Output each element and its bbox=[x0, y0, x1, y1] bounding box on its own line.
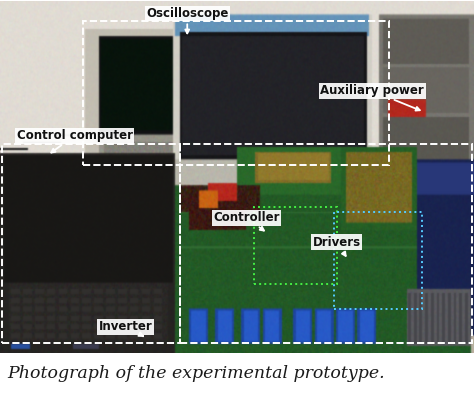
Text: Control computer: Control computer bbox=[17, 129, 133, 152]
Text: Inverter: Inverter bbox=[99, 320, 153, 336]
Bar bbox=[254, 207, 337, 284]
Bar bbox=[2, 144, 180, 343]
Text: Auxiliary power: Auxiliary power bbox=[320, 85, 424, 111]
Bar bbox=[83, 21, 389, 165]
Text: Drivers: Drivers bbox=[312, 236, 361, 256]
Text: Oscilloscope: Oscilloscope bbox=[146, 7, 228, 34]
Bar bbox=[180, 144, 472, 343]
Bar bbox=[334, 212, 422, 309]
Text: Controller: Controller bbox=[213, 211, 280, 231]
Text: Photograph of the experimental prototype.: Photograph of the experimental prototype… bbox=[7, 365, 385, 382]
